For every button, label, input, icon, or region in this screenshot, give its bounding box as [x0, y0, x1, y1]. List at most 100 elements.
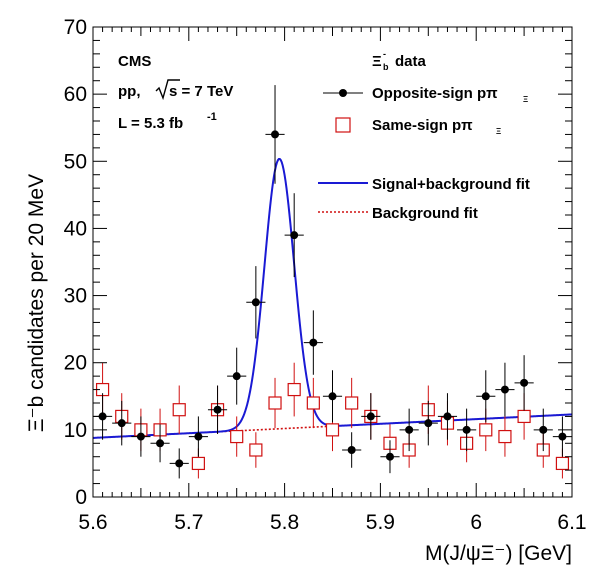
- same-sign-point: [249, 432, 263, 468]
- opposite-sign-point: [457, 408, 477, 452]
- legend-background-fit-label: Background fit: [372, 205, 478, 222]
- energy-value: s = 7 TeV: [169, 83, 233, 100]
- opposite-sign-point: [246, 266, 266, 339]
- lumi-label: L = 5.3 fb: [118, 115, 183, 132]
- y-tick-label: 70: [64, 16, 87, 39]
- opposite-sign-point: [303, 310, 323, 375]
- legend-signal-fit-label: Signal+background fit: [372, 176, 530, 193]
- same-sign-marker: [268, 396, 282, 410]
- same-sign-point: [287, 362, 301, 417]
- opposite-sign-point: [169, 448, 189, 479]
- same-sign-point: [517, 393, 531, 440]
- opposite-sign-point: [227, 347, 247, 405]
- y-axis-title: Ξ⁻b candidates per 20 MeV: [25, 174, 48, 432]
- opposite-sign-marker: [366, 412, 375, 421]
- legend: Ξ - b data Opposite-sign pπ Ξ Same-sign …: [318, 49, 530, 222]
- opposite-sign-marker: [117, 419, 126, 428]
- same-sign-marker: [345, 396, 359, 410]
- legend-header-text: data: [395, 53, 427, 70]
- legend-header-xi-minus: -: [383, 49, 386, 59]
- lumi-exponent: -1: [207, 111, 217, 123]
- same-sign-point: [230, 416, 244, 457]
- x-tick-label: 5.9: [366, 511, 395, 534]
- legend-entry-opposite-sign: Opposite-sign pπ Ξ: [323, 85, 528, 104]
- opposite-sign-point: [361, 393, 381, 440]
- opposite-sign-point: [284, 193, 304, 278]
- opposite-sign-marker: [347, 446, 356, 454]
- opposite-sign-point: [380, 440, 400, 474]
- x-axis-title: M(J/ψΞ⁻) [GeV]: [425, 542, 572, 565]
- opposite-sign-point: [495, 362, 515, 417]
- data-layer: [93, 85, 572, 479]
- axes-layer: 5.6 5.7 5.8 5.9 6 6.1 0 10 20 30 40 50 60 70: [64, 16, 587, 534]
- opposite-sign-marker: [213, 405, 222, 414]
- opposite-sign-point: [131, 416, 151, 457]
- legend-entry-background-fit: Background fit: [318, 205, 478, 222]
- opposite-sign-point: [399, 408, 419, 452]
- opposite-sign-point: [322, 370, 343, 423]
- opposite-sign-marker: [405, 425, 414, 434]
- opposite-sign-point: [533, 408, 553, 452]
- opposite-sign-marker: [98, 412, 107, 421]
- y-tick-label: 50: [64, 150, 87, 173]
- same-sign-marker: [287, 382, 301, 397]
- same-sign-point: [268, 377, 282, 429]
- opposite-sign-marker: [136, 432, 145, 441]
- legend-entry-same-sign: Same-sign pπ Ξ: [335, 117, 501, 136]
- sqrt-icon: [155, 79, 180, 101]
- y-tick-label: 10: [64, 419, 87, 442]
- opposite-sign-marker: [175, 459, 184, 468]
- legend-header-xi-sub: b: [383, 62, 389, 72]
- opposite-sign-point: [342, 432, 362, 468]
- same-sign-marker: [172, 403, 186, 417]
- experiment-label: CMS: [118, 53, 151, 70]
- opposite-sign-point: [188, 416, 208, 457]
- same-sign-marker: [306, 396, 320, 410]
- x-tick-label: 5.7: [174, 511, 203, 534]
- opposite-sign-point: [150, 424, 170, 463]
- opposite-sign-point: [476, 370, 496, 423]
- opposite-sign-marker: [481, 392, 490, 401]
- same-sign-marker: [555, 456, 570, 471]
- same-sign-point: [498, 416, 512, 457]
- opposite-sign-marker: [251, 298, 260, 307]
- opposite-sign-marker: [309, 338, 318, 347]
- legend-same-sign-marker: [335, 117, 351, 133]
- same-sign-marker: [249, 443, 263, 457]
- opposite-sign-marker: [500, 385, 509, 394]
- opposite-sign-point: [437, 393, 458, 440]
- opposite-sign-marker: [290, 231, 299, 240]
- y-tick-label: 60: [64, 83, 87, 106]
- same-sign-marker: [230, 429, 244, 444]
- opposite-sign-marker: [462, 425, 471, 434]
- opposite-sign-marker: [328, 392, 337, 401]
- legend-opposite-sign-marker: [339, 89, 347, 97]
- opposite-sign-marker: [385, 452, 394, 461]
- opposite-sign-marker: [232, 372, 241, 381]
- x-tick-label: 5.6: [78, 511, 107, 534]
- opposite-sign-marker: [194, 432, 203, 441]
- opposite-sign-marker: [271, 130, 280, 139]
- opposite-sign-point: [514, 355, 534, 411]
- same-sign-marker: [479, 423, 493, 437]
- legend-same-sign-sub: Ξ: [496, 127, 501, 136]
- same-sign-marker: [325, 423, 340, 437]
- opposite-sign-marker: [424, 419, 433, 428]
- y-tick-label: 30: [64, 285, 87, 308]
- legend-header: Ξ - b data: [372, 49, 427, 72]
- opposite-sign-marker: [520, 378, 529, 387]
- legend-entry-signal-fit: Signal+background fit: [318, 176, 530, 193]
- opposite-sign-point: [552, 416, 572, 457]
- legend-same-sign-label: Same-sign pπ: [372, 117, 473, 134]
- same-sign-point: [345, 377, 359, 429]
- same-sign-point: [172, 385, 186, 434]
- opposite-sign-marker: [156, 439, 165, 448]
- same-sign-point: [555, 448, 570, 479]
- legend-opposite-sign-label: Opposite-sign pπ: [372, 85, 498, 102]
- opposite-sign-point: [265, 85, 285, 184]
- opposite-sign-marker: [539, 425, 548, 434]
- y-tick-label: 40: [64, 217, 87, 240]
- opposite-sign-point: [112, 400, 132, 446]
- opposite-sign-marker: [443, 412, 452, 421]
